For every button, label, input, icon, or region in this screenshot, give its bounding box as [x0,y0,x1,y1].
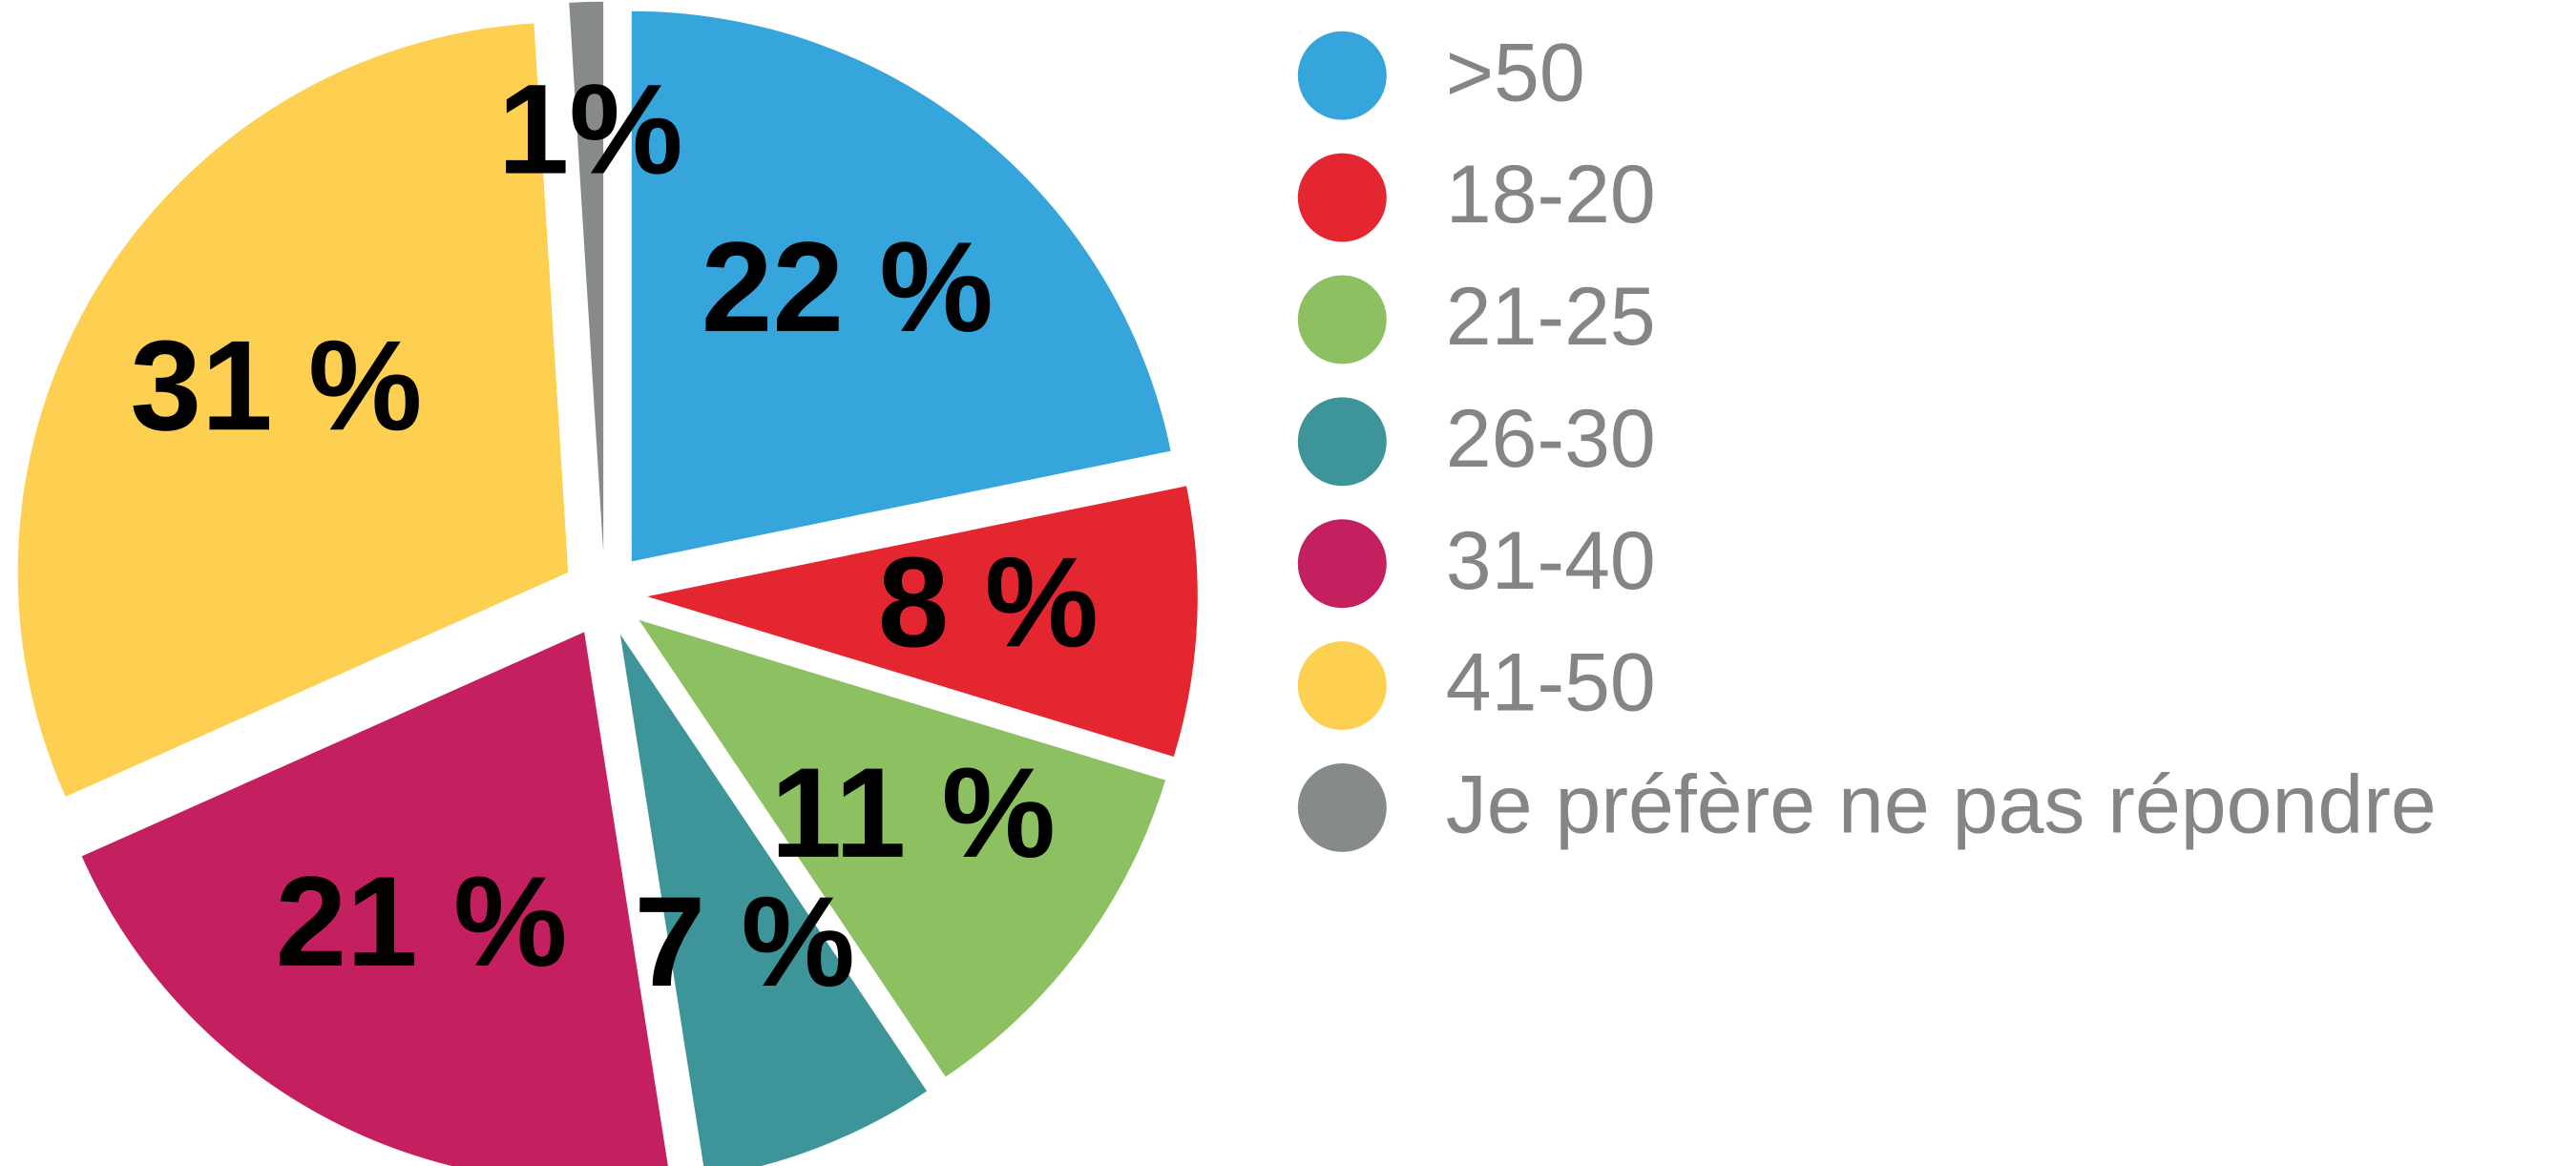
legend-swatch [1297,519,1387,609]
legend-swatch [1297,31,1387,120]
pie-slice [631,10,1171,562]
pie-slice [639,619,1166,1077]
slice-label: 1% [498,58,683,201]
legend-swatch [1297,153,1387,242]
legend-swatch [1297,641,1387,731]
slice-label: 31 % [130,314,422,457]
legend-label: 26-30 [1446,393,1656,485]
slice-label: 11 % [770,741,1056,885]
legend-swatch [1297,762,1387,852]
slice-label: 7 % [635,870,855,1013]
pie-slice [569,1,604,552]
pie-slice [17,23,569,797]
pie-slice [81,632,668,1166]
legend-label: >50 [1446,27,1585,118]
legend-swatch [1297,397,1387,487]
legend-swatch [1297,275,1387,364]
legend-label: 31-40 [1446,515,1656,607]
legend-label: Je préfère ne pas répondre [1446,760,2437,851]
slice-label: 21 % [276,850,568,993]
pie-slice [647,486,1198,758]
legend-label: 21-25 [1446,271,1656,363]
pie-slice [619,634,928,1166]
legend-label: 41-50 [1446,637,1656,729]
slice-label: 8 % [878,531,1099,674]
legend-label: 18-20 [1446,149,1656,240]
slice-label: 22 % [702,216,994,359]
